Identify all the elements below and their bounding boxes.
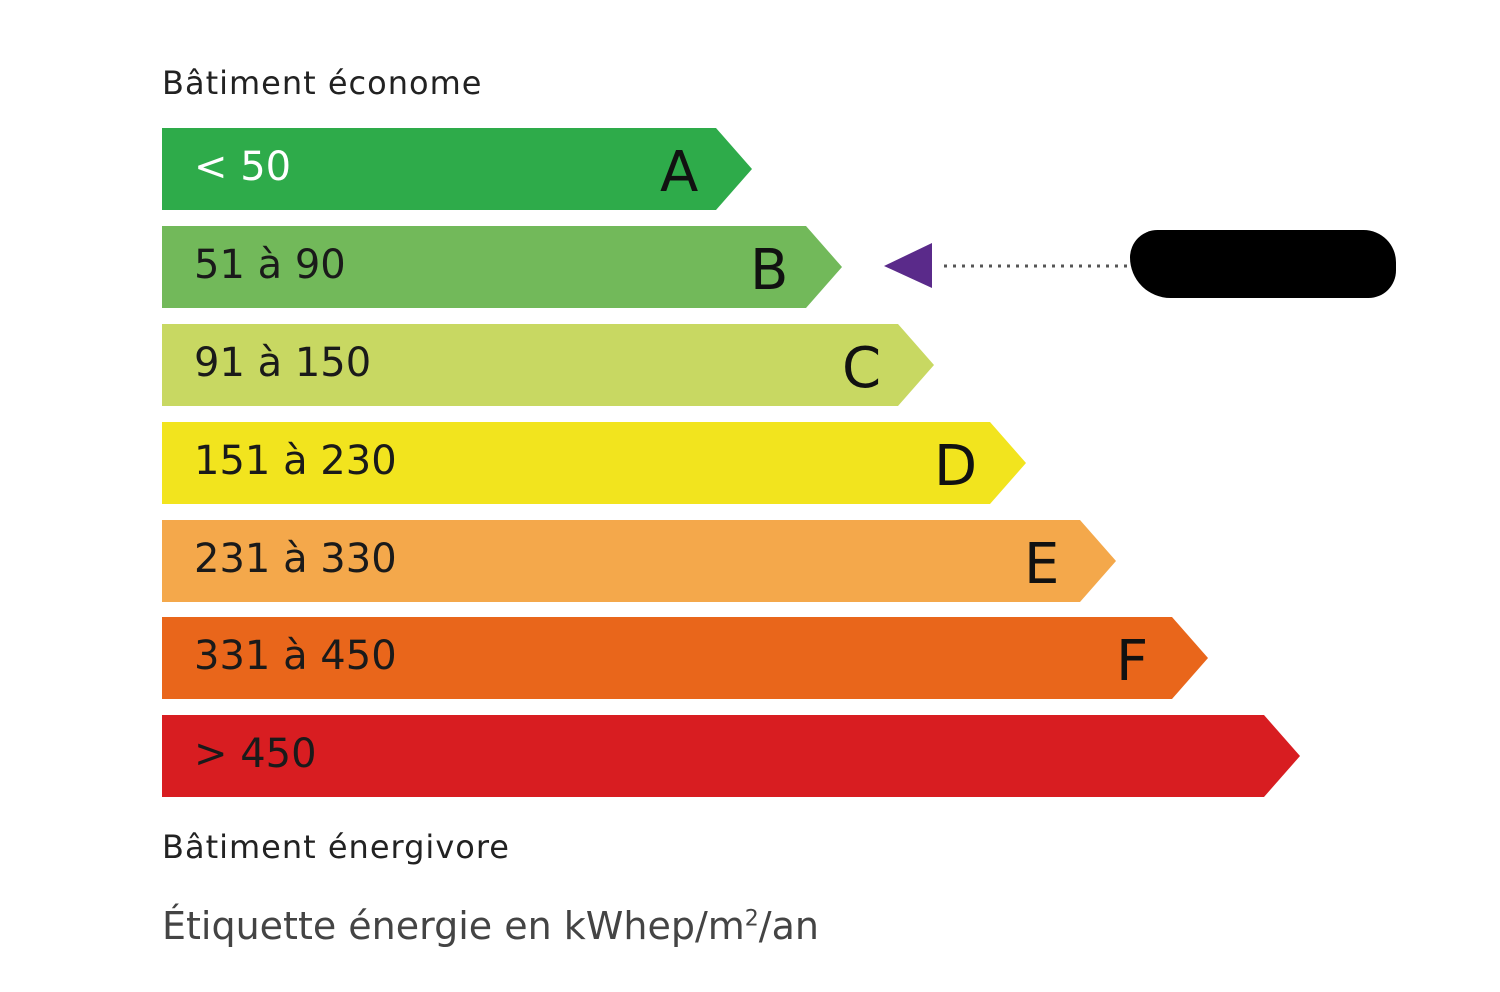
range-label: 51 à 90 bbox=[194, 242, 346, 288]
class-letter: C bbox=[842, 336, 882, 401]
bar-shape bbox=[162, 128, 752, 210]
range-label: 331 à 450 bbox=[194, 633, 397, 679]
range-label: 91 à 150 bbox=[194, 340, 372, 386]
energy-class-bar-b: 51 à 90 B bbox=[162, 226, 846, 308]
energy-class-bar-a: < 50 A bbox=[162, 128, 756, 210]
range-label: < 50 bbox=[194, 144, 292, 190]
range-label: > 450 bbox=[194, 731, 317, 777]
unit-label: Étiquette énergie en kWhep/m2/an bbox=[162, 904, 819, 948]
class-letter: F bbox=[1116, 629, 1149, 694]
energy-class-bar-e: 231 à 330 E bbox=[162, 520, 1120, 602]
unit-sup: 2 bbox=[744, 906, 759, 932]
triangle-left-icon bbox=[884, 243, 1128, 288]
bar-shape bbox=[162, 715, 1300, 797]
bottom-label: Bâtiment énergivore bbox=[162, 828, 510, 866]
bar-shape bbox=[162, 617, 1208, 699]
bar-shape bbox=[162, 226, 842, 308]
unit-label-suffix: /an bbox=[758, 904, 819, 948]
bar-shape bbox=[162, 324, 934, 406]
redacted-value bbox=[1130, 230, 1396, 298]
top-label: Bâtiment économe bbox=[162, 64, 483, 102]
class-letter: D bbox=[934, 434, 978, 499]
class-letter: A bbox=[660, 140, 699, 205]
unit-label-prefix: Étiquette énergie en kWhep/m bbox=[162, 904, 745, 948]
indicator-arrowhead bbox=[884, 243, 932, 288]
class-letter: E bbox=[1024, 532, 1060, 597]
rating-indicator bbox=[880, 240, 1130, 296]
range-label: 231 à 330 bbox=[194, 536, 397, 582]
class-letter: B bbox=[750, 238, 789, 303]
range-label: 151 à 230 bbox=[194, 438, 397, 484]
energy-class-bar-c: 91 à 150 C bbox=[162, 324, 938, 406]
bar-shape bbox=[162, 520, 1116, 602]
energy-class-bar-d: 151 à 230 D bbox=[162, 422, 1030, 504]
energy-class-bar-g: > 450 bbox=[162, 715, 1304, 797]
bar-shape bbox=[162, 422, 1026, 504]
energy-class-bar-f: 331 à 450 F bbox=[162, 617, 1212, 699]
